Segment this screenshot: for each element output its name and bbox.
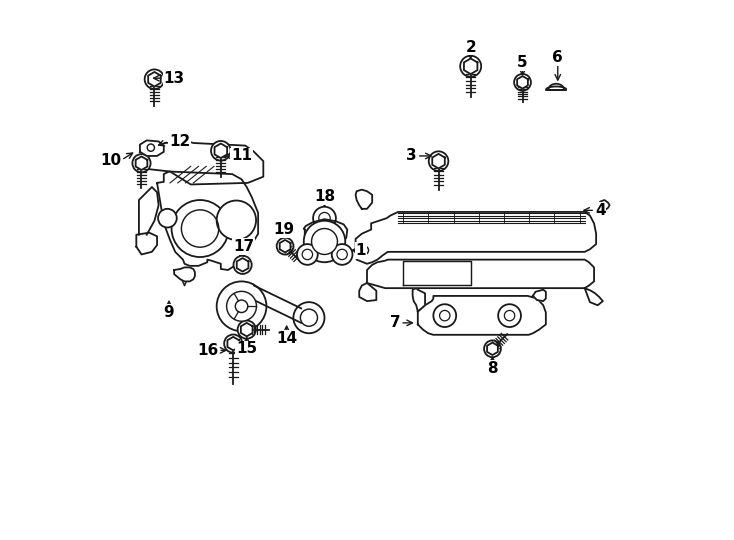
Polygon shape xyxy=(432,154,445,168)
Polygon shape xyxy=(355,212,596,264)
Text: 12: 12 xyxy=(169,134,190,149)
Text: 13: 13 xyxy=(164,71,185,86)
Circle shape xyxy=(504,310,515,321)
Polygon shape xyxy=(140,140,164,156)
Polygon shape xyxy=(595,200,610,215)
Circle shape xyxy=(236,300,248,313)
Text: 2: 2 xyxy=(465,39,476,55)
Circle shape xyxy=(300,309,318,326)
Circle shape xyxy=(148,144,154,151)
Polygon shape xyxy=(137,233,157,254)
Circle shape xyxy=(211,141,230,160)
Polygon shape xyxy=(464,58,477,74)
Polygon shape xyxy=(517,76,528,89)
Circle shape xyxy=(217,281,266,331)
Circle shape xyxy=(514,74,531,91)
Circle shape xyxy=(227,292,256,321)
Polygon shape xyxy=(367,260,594,288)
Text: 16: 16 xyxy=(197,343,218,358)
Text: 3: 3 xyxy=(406,148,417,164)
Polygon shape xyxy=(228,337,239,350)
Polygon shape xyxy=(148,72,161,86)
Text: 4: 4 xyxy=(595,203,606,218)
Text: 1: 1 xyxy=(355,243,366,258)
Circle shape xyxy=(294,302,324,333)
Polygon shape xyxy=(533,289,546,301)
Text: 7: 7 xyxy=(390,315,400,330)
Circle shape xyxy=(433,304,456,327)
Circle shape xyxy=(498,304,521,327)
Polygon shape xyxy=(418,296,546,335)
Circle shape xyxy=(145,70,164,89)
Circle shape xyxy=(158,209,177,227)
Text: 5: 5 xyxy=(517,55,528,70)
Circle shape xyxy=(277,238,294,254)
Circle shape xyxy=(332,244,352,265)
Polygon shape xyxy=(241,323,252,336)
Text: 10: 10 xyxy=(100,153,121,167)
Polygon shape xyxy=(136,157,148,170)
Circle shape xyxy=(440,310,450,321)
Polygon shape xyxy=(355,190,372,209)
Text: 8: 8 xyxy=(487,361,498,376)
Text: 18: 18 xyxy=(314,189,335,204)
Circle shape xyxy=(172,200,228,257)
Polygon shape xyxy=(413,288,425,312)
Polygon shape xyxy=(280,240,291,252)
Circle shape xyxy=(313,207,336,229)
Circle shape xyxy=(484,340,501,357)
Polygon shape xyxy=(304,219,347,253)
Text: 15: 15 xyxy=(236,341,258,356)
Circle shape xyxy=(297,244,318,265)
Circle shape xyxy=(132,154,150,172)
Polygon shape xyxy=(214,144,227,158)
Circle shape xyxy=(224,334,242,353)
Circle shape xyxy=(460,56,482,77)
Polygon shape xyxy=(174,267,195,281)
Text: 11: 11 xyxy=(231,148,252,164)
Text: 9: 9 xyxy=(164,305,174,320)
Circle shape xyxy=(304,221,345,262)
Circle shape xyxy=(238,321,256,339)
Polygon shape xyxy=(359,283,377,301)
Polygon shape xyxy=(237,258,248,272)
Polygon shape xyxy=(487,342,498,355)
Circle shape xyxy=(217,200,256,240)
Circle shape xyxy=(233,256,252,274)
Text: 19: 19 xyxy=(274,222,294,237)
Circle shape xyxy=(311,228,338,254)
Polygon shape xyxy=(147,141,264,185)
Text: 6: 6 xyxy=(553,50,563,65)
Polygon shape xyxy=(157,172,258,270)
Circle shape xyxy=(429,151,448,171)
Polygon shape xyxy=(139,187,159,235)
Text: 14: 14 xyxy=(276,331,297,346)
Circle shape xyxy=(360,246,368,254)
Text: 17: 17 xyxy=(233,239,254,254)
Polygon shape xyxy=(585,288,603,305)
